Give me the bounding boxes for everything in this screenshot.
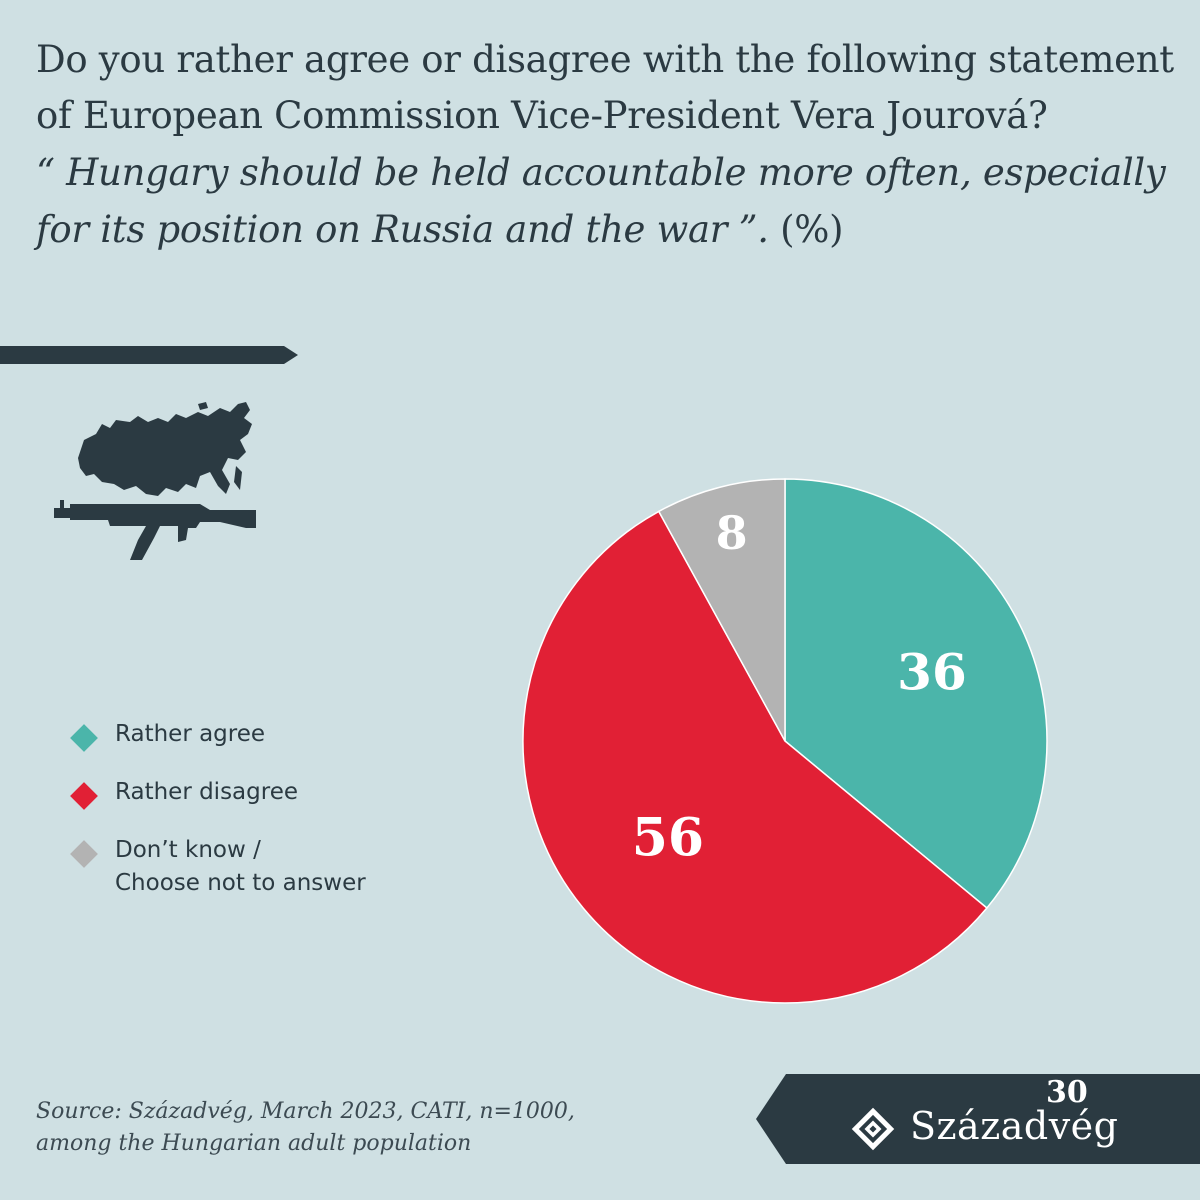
data-label-disagree: 56	[632, 807, 704, 868]
chart-quote: “ Hungary should be held accountable mor…	[36, 144, 1176, 258]
legend-label-agree: Rather agree	[115, 721, 266, 747]
chart-legend: Rather agree Rather disagree Don’t know …	[70, 718, 366, 925]
data-label-dont-know: 8	[716, 506, 748, 560]
pie-slice-agree	[784, 478, 1048, 910]
legend-item-dont-know: Don’t know / Choose not to answer	[70, 834, 366, 900]
unit-label: (%)	[780, 208, 844, 251]
source-line-1: Source: Századvég, March 2023, CATI, n=1…	[36, 1099, 575, 1124]
pie-slice-disagree	[522, 510, 988, 1004]
legend-item-agree: Rather agree	[70, 718, 366, 752]
pie-chart: 36 56 8	[520, 476, 1050, 1006]
source-line-2: among the Hungarian adult population	[36, 1131, 472, 1156]
logo-emblem-icon	[851, 1107, 895, 1151]
legend-label-disagree: Rather disagree	[115, 779, 299, 805]
title-block: Do you rather agree or disagree with the…	[36, 32, 1176, 258]
data-label-agree: 36	[897, 642, 967, 701]
pie-chart-svg: 36 56 8	[522, 478, 1048, 1004]
logo-anniversary: 30	[1046, 1075, 1088, 1110]
russia-war-illustration	[54, 402, 256, 560]
quote-text: “ Hungary should be held accountable mor…	[36, 151, 1166, 251]
assault-rifle-icon	[54, 500, 256, 560]
russia-map-icon	[78, 402, 252, 496]
legend-swatch-dont-know	[70, 840, 98, 868]
legend-item-disagree: Rather disagree	[70, 776, 366, 810]
chart-question: Do you rather agree or disagree with the…	[36, 38, 1174, 137]
source-note: Source: Századvég, March 2023, CATI, n=1…	[36, 1096, 575, 1160]
divider-arrow	[0, 346, 298, 364]
legend-label-dont-know: Don’t know / Choose not to answer	[115, 837, 366, 896]
logo-wordmark: Századvég	[910, 1104, 1119, 1148]
pie-slice-dont-know	[657, 478, 786, 742]
legend-swatch-disagree	[70, 782, 98, 810]
legend-swatch-agree	[70, 724, 98, 752]
